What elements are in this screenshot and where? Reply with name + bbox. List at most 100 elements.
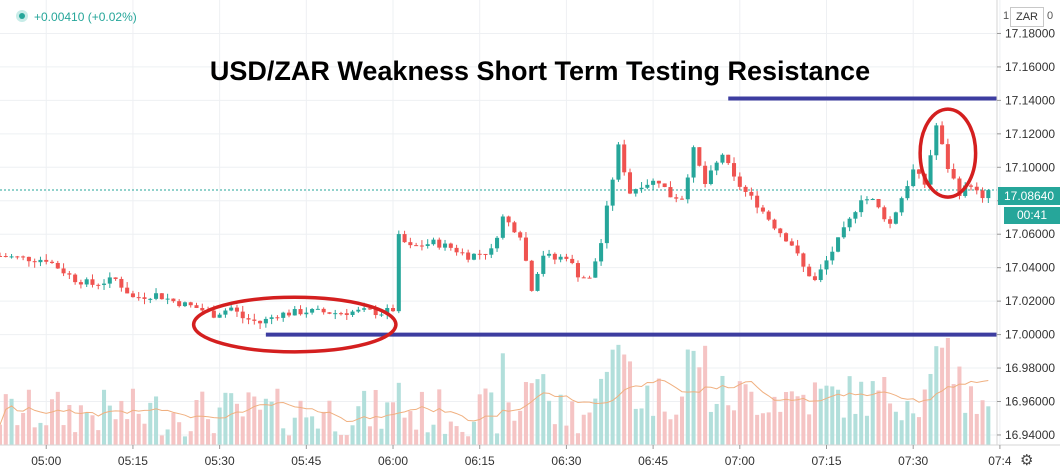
candle-body [327,312,332,314]
volume-bar [859,381,864,445]
candle-body [882,207,887,220]
currency-selector[interactable]: ZAR [1010,7,1044,27]
volume-bar [853,413,858,445]
candlestick [674,193,679,203]
volume-bar [55,391,60,445]
candlestick [182,301,187,308]
price-change-text: +0.00410 (+0.02%) [34,10,137,24]
volume-bar [506,402,511,445]
candlestick [708,165,713,186]
candlestick [749,187,754,200]
volume-bar [414,429,419,445]
volume-bar [743,384,748,445]
candle-body [385,308,390,315]
volume-bar [21,412,26,445]
candlestick [414,242,419,247]
volume-bar [217,407,222,445]
time-axis[interactable]: 05:00 05:15 05:30 05:45 06:00 06:15 06:30 06:45… [31,445,1012,468]
candlestick [627,168,633,195]
candlestick [812,272,817,282]
candle-body [73,274,78,283]
volume-bar [396,382,401,445]
candlestick [622,139,627,176]
candle-body [558,256,563,260]
candlestick [263,316,268,328]
candle-body [362,308,367,310]
price-axis[interactable]: 17.18000 17.16000 17.14000 17.12000 17.10000… [997,26,1055,442]
candlestick [668,181,673,198]
volume-bar [523,382,528,445]
candlestick [315,305,320,310]
volume-bar [315,428,320,445]
volume-bar [732,410,737,445]
candlestick [691,145,696,183]
volume-bar [529,383,534,445]
candlestick [772,218,777,231]
candle-body [182,302,187,307]
candlestick [616,142,621,182]
volume-bar [645,385,650,445]
candle-body [662,183,667,188]
volume-bar [73,432,78,445]
candle-body [974,186,979,191]
candle-body [564,256,569,259]
volume-bar [789,391,794,445]
volume-bar [778,411,783,445]
candle-body [679,198,685,200]
chart-title: USD/ZAR Weakness Short Term Testing Resi… [209,56,871,86]
volume-bar [9,398,14,445]
volume-bar [96,430,101,445]
candle-body [408,242,413,246]
candle-body [772,219,777,229]
volume-bar [922,389,927,445]
time-tick-label: 07:30 [898,454,928,468]
candle-body [593,261,598,278]
candle-body [986,190,991,199]
candlestick [662,183,667,188]
gear-icon[interactable]: ⚙ [1020,452,1034,469]
candle-body [870,198,875,200]
candle-body [674,197,679,199]
price-tick-label: 17.06000 [1005,227,1055,241]
candlestick [893,211,898,225]
candlestick [223,308,228,318]
candle-body [460,252,465,254]
candle-body [957,178,962,196]
candle-body [489,248,494,255]
volume-bar [119,400,124,445]
candlestick [934,122,939,160]
volume-bar [431,424,436,445]
volume-bar [899,420,904,445]
candle-body [44,259,49,262]
candlestick [448,242,453,251]
annotations [191,96,997,354]
candle-body [645,184,650,188]
volume-bar [246,392,251,445]
candle-body [454,247,459,253]
candlestick [755,191,760,214]
candle-body [200,307,205,311]
volume-bar [679,396,685,445]
volume-bar [194,400,199,445]
volume-bar [182,436,187,445]
volume-bar [44,425,49,445]
candlestick [9,253,14,259]
candlestick [38,256,43,267]
candlestick [466,249,471,263]
candlestick [177,299,182,308]
volume-bar [408,411,413,445]
candlestick [281,311,286,322]
candle-body [0,255,3,257]
candlestick [130,290,135,298]
candlestick [633,188,638,197]
candle-body [437,239,442,248]
candlestick [102,279,107,290]
candlestick [859,195,864,217]
candlestick [78,279,83,289]
candlestick [743,185,748,197]
candle-body [177,301,182,307]
volume-bar [211,433,216,445]
candle-body [402,234,407,243]
candle-body [888,219,893,224]
